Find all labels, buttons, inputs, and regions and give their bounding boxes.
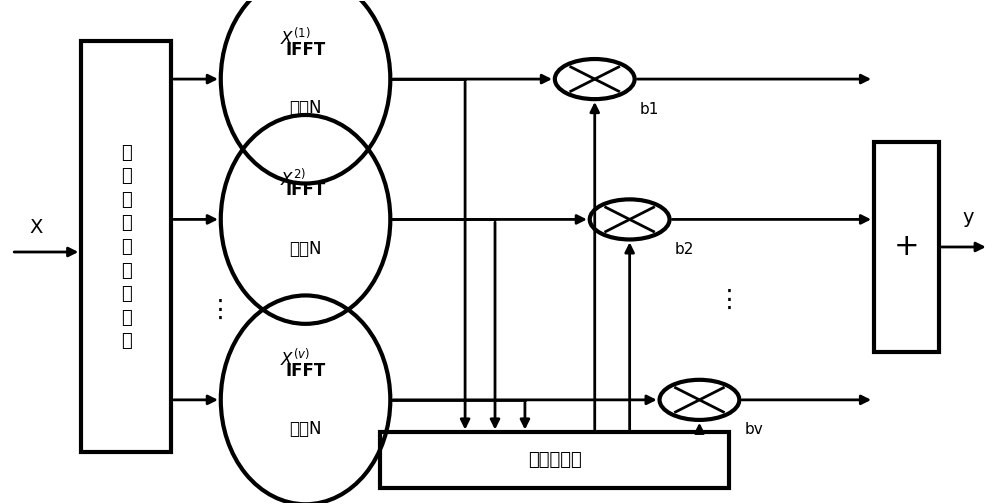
Text: IFFT: IFFT	[285, 181, 326, 199]
Text: IFFT: IFFT	[285, 41, 326, 59]
Bar	[81, 41, 171, 453]
Text: y: y	[963, 208, 974, 227]
Text: b2: b2	[675, 242, 694, 257]
Text: b1: b1	[640, 102, 659, 116]
Text: ⋮: ⋮	[717, 288, 742, 311]
Text: 串
并
变
换
和
信
号
分
割: 串 并 变 换 和 信 号 分 割	[121, 144, 131, 350]
Text: $X^{(1)}$: $X^{(1)}$	[280, 28, 311, 49]
Text: IFFT: IFFT	[285, 362, 326, 380]
Bar	[380, 432, 729, 487]
Text: ⋮: ⋮	[208, 298, 233, 322]
Text: bv: bv	[744, 422, 763, 437]
Text: 长度N: 长度N	[289, 240, 322, 258]
Bar	[874, 142, 939, 352]
Text: +: +	[894, 232, 919, 262]
Text: 长度N: 长度N	[289, 99, 322, 117]
Text: X: X	[30, 218, 43, 237]
Text: $X^{2)}$: $X^{2)}$	[280, 168, 306, 190]
Text: $X^{(v)}$: $X^{(v)}$	[280, 349, 310, 370]
Text: 系数最优化: 系数最优化	[528, 451, 582, 469]
Text: 长度N: 长度N	[289, 420, 322, 438]
